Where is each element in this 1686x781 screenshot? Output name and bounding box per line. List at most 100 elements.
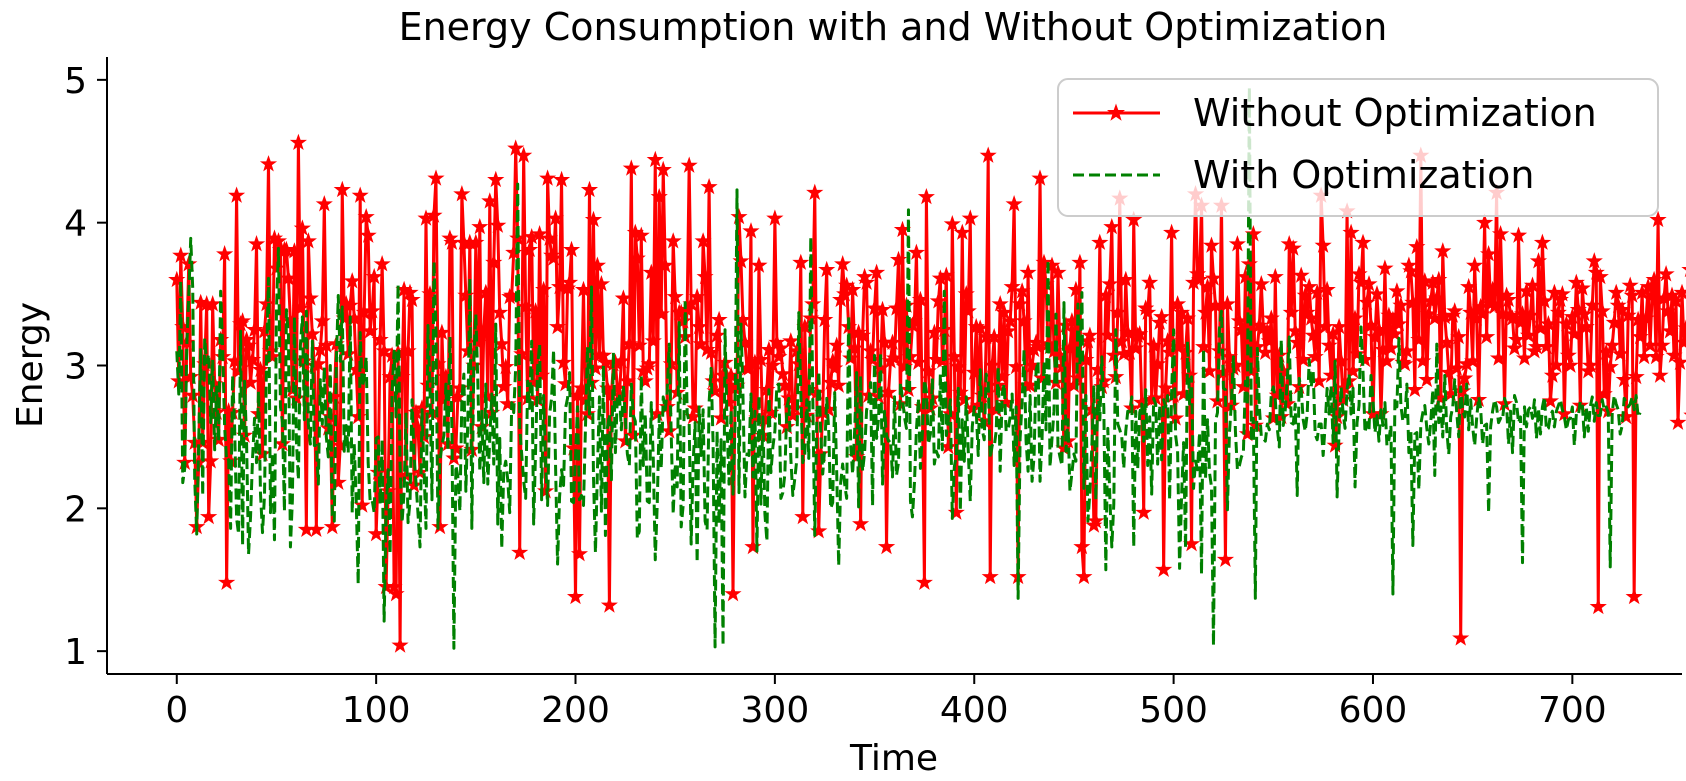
data-point <box>1135 503 1153 520</box>
data-point <box>421 285 439 302</box>
data-point <box>1597 343 1615 360</box>
data-point <box>646 150 664 168</box>
data-point <box>1659 302 1677 319</box>
data-point <box>1543 366 1561 383</box>
data-point <box>782 332 800 349</box>
data-point <box>427 169 445 186</box>
data-point <box>491 303 509 320</box>
data-point <box>911 290 930 308</box>
data-point <box>1390 315 1408 332</box>
data-point <box>600 596 618 613</box>
data-point <box>200 507 218 525</box>
data-point <box>1661 322 1679 339</box>
data-point <box>247 235 266 252</box>
data-point <box>1515 349 1534 366</box>
data-point <box>1450 327 1468 345</box>
data-point <box>1547 356 1565 373</box>
data-point <box>574 280 593 298</box>
data-point <box>363 302 381 319</box>
data-point <box>592 275 611 292</box>
data-point <box>277 240 296 258</box>
data-point <box>979 146 997 163</box>
data-point <box>656 256 674 273</box>
data-point <box>375 342 393 359</box>
data-point <box>816 310 834 328</box>
data-point <box>1555 405 1573 422</box>
data-point <box>1286 322 1304 339</box>
data-point <box>1354 233 1372 250</box>
data-point <box>1452 629 1470 646</box>
data-point <box>1649 210 1667 228</box>
data-point <box>548 317 567 335</box>
data-point <box>1631 327 1649 345</box>
y-tick-label: 3 <box>64 347 87 388</box>
data-point <box>568 386 587 403</box>
data-point <box>985 327 1003 345</box>
data-point <box>844 280 862 298</box>
data-point <box>1230 312 1248 329</box>
data-point <box>764 356 782 373</box>
data-point <box>1392 296 1410 313</box>
data-point <box>887 299 906 316</box>
data-point <box>1031 169 1049 186</box>
data-point <box>945 347 963 365</box>
data-point <box>1141 273 1159 290</box>
data-point <box>752 350 770 368</box>
data-point <box>1653 336 1671 353</box>
data-point <box>1509 226 1528 243</box>
data-point <box>291 299 309 316</box>
data-point <box>387 584 405 602</box>
data-point <box>632 226 650 243</box>
data-point <box>1244 225 1262 242</box>
data-point <box>1260 332 1278 349</box>
data-point <box>564 439 583 456</box>
data-point <box>243 350 262 368</box>
legend-label: With Optimization <box>1193 153 1534 197</box>
data-point <box>915 573 933 590</box>
data-point <box>580 180 599 198</box>
data-point <box>1491 225 1510 242</box>
data-point <box>1388 282 1406 299</box>
data-point <box>1466 256 1484 273</box>
data-point <box>1091 233 1109 250</box>
legend: Without Optimization With Optimization <box>1057 78 1659 217</box>
data-point <box>750 256 768 273</box>
data-point <box>828 336 846 353</box>
data-point <box>724 584 742 602</box>
data-point <box>1258 323 1276 340</box>
data-point <box>1001 312 1019 329</box>
data-point <box>1003 277 1021 295</box>
data-point <box>550 277 569 295</box>
data-point <box>1559 346 1577 363</box>
data-point <box>1619 306 1637 323</box>
data-point <box>624 426 642 443</box>
data-point <box>1318 280 1336 298</box>
data-point <box>1360 275 1378 292</box>
data-point <box>515 146 533 163</box>
data-point <box>706 382 724 399</box>
data-point <box>269 232 288 249</box>
data-point <box>1583 296 1601 313</box>
data-point <box>1178 309 1197 326</box>
data-point <box>1499 290 1518 308</box>
data-point <box>1174 385 1193 402</box>
legend-label: Without Optimization <box>1193 91 1597 135</box>
data-point <box>1346 309 1364 326</box>
data-point <box>1416 272 1434 289</box>
data-point <box>1290 377 1308 395</box>
data-point <box>794 507 812 525</box>
data-point <box>959 302 977 319</box>
data-point <box>1677 319 1686 336</box>
data-point <box>1306 347 1324 365</box>
data-point <box>957 285 975 302</box>
data-point <box>1665 346 1683 363</box>
data-point <box>1324 325 1342 342</box>
data-point <box>1049 263 1067 280</box>
data-point <box>883 333 902 350</box>
x-tick-label: 400 <box>940 690 1009 731</box>
x-axis-title: Time <box>849 738 938 777</box>
data-point <box>1667 292 1685 309</box>
y-tick-label: 2 <box>64 489 87 530</box>
data-point <box>1176 343 1195 360</box>
